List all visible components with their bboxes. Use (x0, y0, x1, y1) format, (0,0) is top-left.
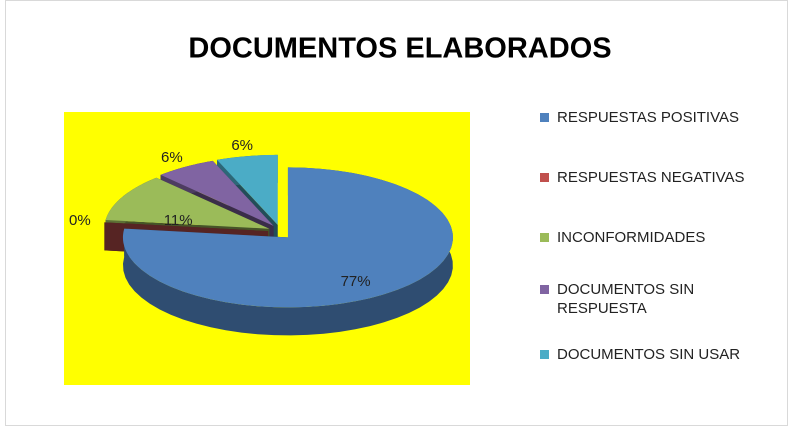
chart-title: DOCUMENTOS ELABORADOS (188, 33, 611, 65)
chart-frame (5, 0, 788, 426)
legend-item: INCONFORMIDADES (540, 228, 780, 247)
legend-item: DOCUMENTOS SIN USAR (540, 345, 780, 364)
slice (105, 177, 270, 229)
legend-label: DOCUMENTOS SIN RESPUESTA (557, 281, 695, 317)
legend-swatch (540, 285, 549, 294)
data-label: 6% (231, 137, 253, 154)
data-label: 77% (341, 273, 371, 290)
legend-item: RESPUESTAS POSITIVAS (540, 108, 780, 127)
legend-label: RESPUESTAS POSITIVAS (557, 109, 739, 126)
data-label: 11% (164, 212, 193, 229)
legend-label: INCONFORMIDADES (557, 229, 706, 246)
legend-item: DOCUMENTOS SIN RESPUESTA (540, 280, 780, 318)
legend-swatch (540, 173, 549, 182)
pie (104, 154, 453, 336)
legend-swatch (540, 350, 549, 359)
data-label: 6% (161, 149, 183, 166)
data-label: 0% (69, 212, 91, 229)
legend-swatch (540, 233, 549, 242)
legend-label: RESPUESTAS NEGATIVAS (557, 169, 745, 186)
slice (217, 154, 278, 225)
legend-label: DOCUMENTOS SIN USAR (557, 346, 741, 363)
slice (160, 160, 274, 226)
legend-item: RESPUESTAS NEGATIVAS (540, 168, 780, 187)
legend-swatch (540, 113, 549, 122)
slice (122, 167, 453, 308)
